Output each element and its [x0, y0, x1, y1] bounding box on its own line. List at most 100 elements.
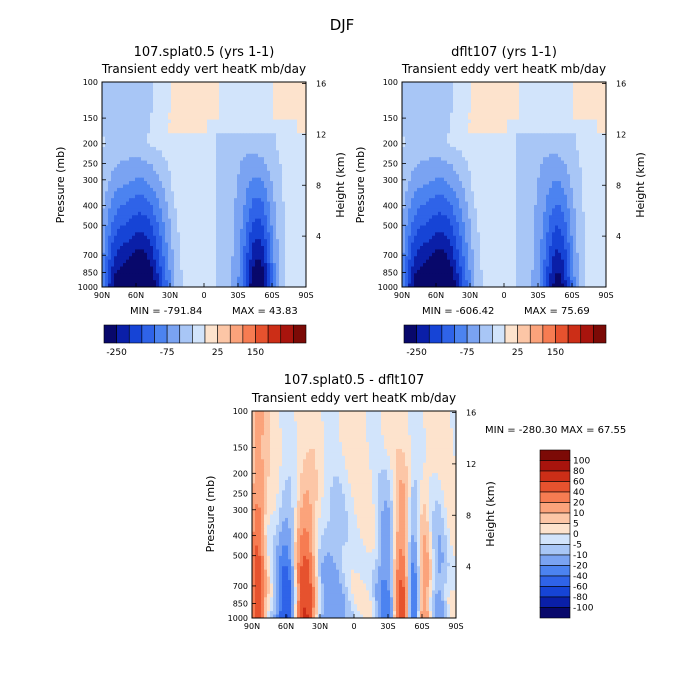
field-cell	[141, 263, 145, 267]
field-cell	[156, 239, 160, 243]
field-cell	[225, 249, 229, 254]
field-cell	[114, 92, 118, 97]
field-cell	[252, 82, 256, 86]
field-cell	[201, 222, 205, 226]
field-cell	[240, 266, 244, 271]
field-cell	[513, 88, 517, 93]
field-cell	[126, 222, 130, 226]
field-cell	[201, 112, 205, 117]
field-cell	[168, 198, 172, 202]
field-cell	[159, 211, 163, 216]
field-cell	[114, 181, 118, 185]
field-cell	[105, 249, 109, 254]
panel-left-field	[102, 82, 307, 288]
field-cell	[279, 211, 283, 216]
field-cell	[180, 88, 184, 93]
field-cell	[120, 129, 124, 134]
field-cell	[159, 126, 163, 131]
field-cell	[180, 177, 184, 182]
xtick-label: 60N	[128, 291, 144, 300]
field-cell	[150, 126, 154, 131]
field-cell	[246, 95, 250, 100]
field-cell	[213, 160, 217, 165]
field-cell	[414, 92, 418, 97]
field-cell	[291, 170, 295, 175]
field-cell	[585, 105, 589, 110]
field-cell	[237, 276, 241, 281]
field-cell	[126, 201, 130, 206]
field-cell	[270, 280, 274, 284]
field-cell	[273, 283, 277, 288]
field-cell	[255, 181, 259, 185]
field-cell	[279, 198, 283, 202]
field-cell	[177, 157, 181, 161]
field-cell	[159, 225, 163, 230]
field-cell	[108, 88, 112, 93]
field-cell	[213, 157, 217, 161]
field-cell	[165, 198, 169, 202]
field-cell	[102, 208, 106, 213]
field-cell	[117, 174, 121, 179]
field-cell	[165, 246, 169, 250]
field-cell	[546, 105, 550, 110]
field-cell	[279, 170, 283, 175]
field-cell	[120, 153, 124, 158]
field-cell	[255, 133, 259, 138]
field-cell	[114, 160, 118, 165]
field-cell	[291, 187, 295, 192]
field-cell	[141, 184, 145, 189]
field-cell	[303, 82, 307, 86]
field-cell	[207, 242, 211, 247]
field-cell	[237, 232, 241, 237]
field-cell	[282, 160, 286, 165]
field-cell	[549, 88, 553, 93]
field-cell	[180, 191, 184, 196]
field-cell	[453, 112, 457, 117]
field-cell	[162, 263, 166, 267]
field-cell	[162, 273, 166, 278]
field-cell	[210, 269, 214, 274]
field-cell	[510, 82, 514, 86]
field-cell	[150, 256, 154, 261]
field-cell	[132, 92, 136, 97]
field-cell	[534, 102, 538, 107]
field-cell	[201, 191, 205, 196]
field-cell	[594, 116, 598, 120]
field-cell	[156, 126, 160, 131]
field-cell	[192, 228, 196, 233]
field-cell	[117, 252, 121, 257]
field-cell	[126, 123, 130, 127]
field-cell	[195, 174, 199, 179]
field-cell	[183, 140, 187, 144]
field-cell	[156, 225, 160, 230]
field-cell	[225, 191, 229, 196]
field-cell	[258, 273, 262, 278]
field-cell	[132, 181, 136, 185]
field-cell	[204, 167, 208, 172]
field-cell	[252, 211, 256, 216]
field-cell	[291, 239, 295, 243]
field-cell	[273, 198, 277, 202]
field-cell	[159, 105, 163, 110]
field-cell	[135, 157, 139, 161]
field-cell	[171, 85, 175, 90]
field-cell	[288, 181, 292, 185]
field-cell	[204, 273, 208, 278]
field-cell	[294, 174, 298, 179]
field-cell	[162, 95, 166, 100]
field-cell	[246, 263, 250, 267]
field-cell	[171, 205, 175, 209]
field-cell	[153, 167, 157, 172]
field-cell	[438, 85, 442, 90]
field-cell	[267, 181, 271, 185]
field-cell	[501, 119, 505, 124]
field-cell	[123, 273, 127, 278]
field-cell	[234, 184, 238, 189]
field-cell	[249, 184, 253, 189]
field-cell	[204, 133, 208, 138]
field-cell	[180, 157, 184, 161]
field-cell	[120, 105, 124, 110]
field-cell	[123, 211, 127, 216]
field-cell	[465, 95, 469, 100]
field-cell	[291, 283, 295, 288]
